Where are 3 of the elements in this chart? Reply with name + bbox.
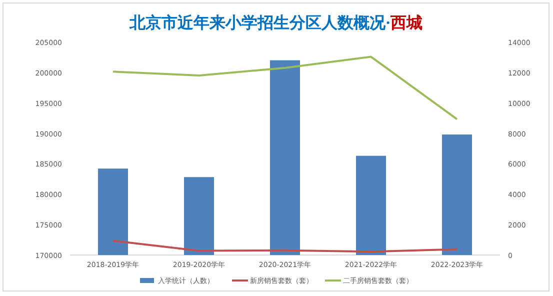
- line-series: [112, 56, 458, 120]
- line-series: [112, 240, 458, 253]
- chart-title: 北京市近年来小学招生分区人数概况·西城: [128, 14, 423, 32]
